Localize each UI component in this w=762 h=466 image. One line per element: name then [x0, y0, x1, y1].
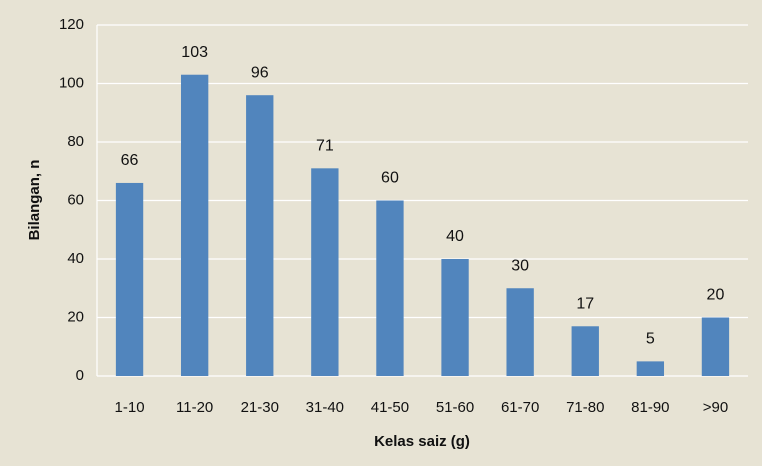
bar	[180, 74, 209, 376]
x-tick-label: 31-40	[306, 399, 344, 416]
data-label: 71	[316, 138, 334, 155]
y-tick-label: 120	[59, 16, 84, 33]
x-tick-label: 61-70	[501, 399, 539, 416]
data-label: 17	[576, 295, 594, 312]
x-tick-label: 81-90	[631, 399, 669, 416]
bar	[571, 326, 599, 376]
y-tick-label: 100	[59, 74, 84, 91]
bar	[115, 182, 144, 376]
x-axis-label: Kelas saiz (g)	[374, 433, 470, 450]
bar	[701, 317, 730, 376]
y-tick-label: 0	[76, 367, 84, 384]
data-label: 96	[251, 64, 269, 81]
data-label: 30	[511, 257, 529, 274]
y-tick-label: 20	[67, 308, 84, 325]
data-label: 40	[446, 228, 464, 245]
bar	[441, 259, 469, 376]
data-label: 5	[646, 331, 655, 348]
bar	[311, 168, 339, 376]
bar	[506, 288, 534, 376]
data-label: 103	[181, 44, 208, 61]
data-label: 60	[381, 170, 399, 187]
x-tick-label: 51-60	[436, 399, 474, 416]
data-label: 20	[707, 287, 725, 304]
y-tick-label: 80	[67, 133, 84, 150]
bar	[376, 200, 404, 376]
bar	[636, 361, 665, 376]
y-tick-label: 40	[67, 250, 84, 267]
y-tick-label: 60	[67, 191, 84, 208]
y-axis-label: Bilangan, n	[26, 160, 43, 241]
data-label: 66	[121, 152, 139, 169]
x-tick-label: 41-50	[371, 399, 409, 416]
x-tick-label: >90	[703, 399, 728, 416]
x-tick-label: 1-10	[115, 399, 145, 416]
x-tick-label: 21-30	[241, 399, 279, 416]
bar	[246, 95, 274, 376]
x-tick-label: 11-20	[176, 399, 213, 416]
x-tick-label: 71-80	[566, 399, 604, 416]
